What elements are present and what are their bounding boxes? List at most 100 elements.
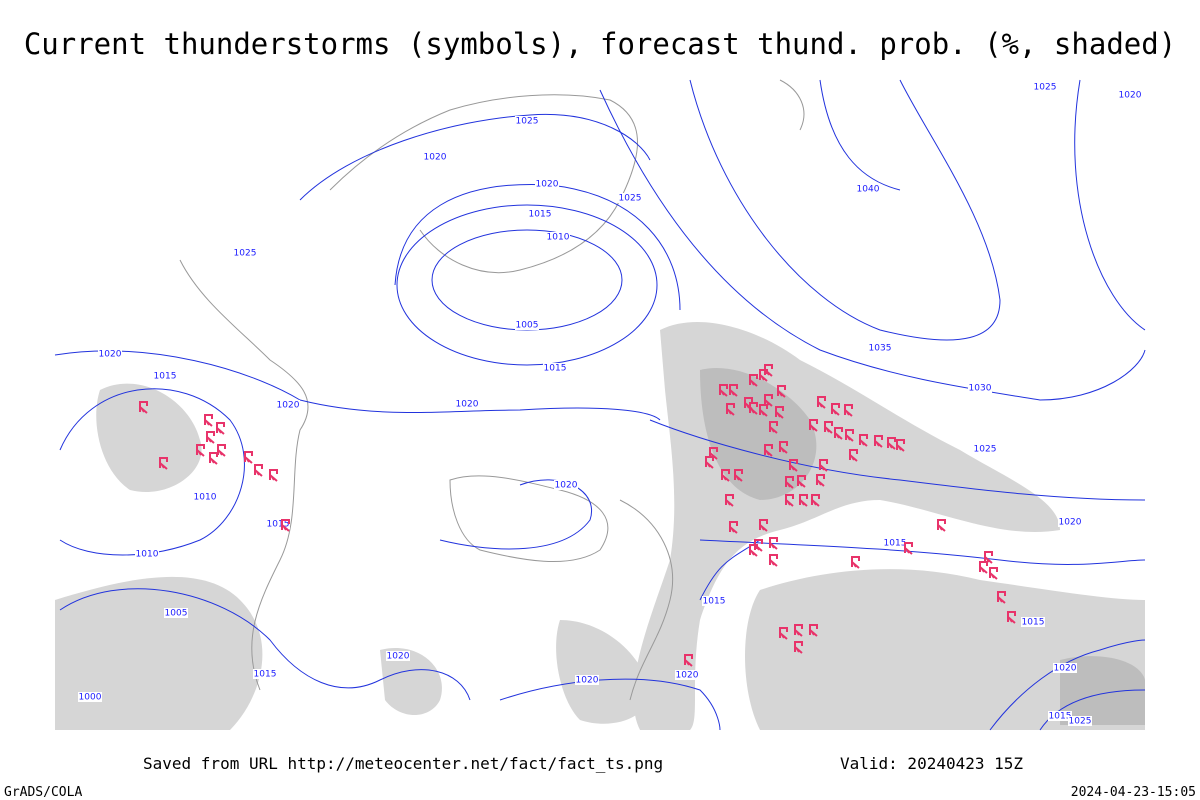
isobar <box>499 678 721 731</box>
shade-area <box>55 576 263 730</box>
thunderstorm-symbol <box>749 374 758 387</box>
isobar-label: 1015 <box>267 520 290 530</box>
isobar <box>989 639 1146 731</box>
label-bg <box>883 538 907 548</box>
isobar-label: 1020 <box>387 652 410 662</box>
thunderstorm-symbol <box>779 441 788 454</box>
isobar <box>649 419 1146 501</box>
isobar-label: 1020 <box>576 676 599 686</box>
label-bg <box>856 184 880 194</box>
isobar-label: 1035 <box>869 344 892 354</box>
thunderstorm-symbol <box>159 457 168 470</box>
label-bg <box>98 349 122 359</box>
shade-area <box>96 383 202 492</box>
isobar-label: 1025 <box>1069 717 1092 727</box>
url-note: Saved from URL http://meteocenter.net/fa… <box>143 754 663 773</box>
isobar-label: 1015 <box>254 670 277 680</box>
thunderstorm-symbol <box>851 556 860 569</box>
isobar-label: 1020 <box>676 671 699 681</box>
label-bg <box>423 152 447 162</box>
thunderstorm-symbol <box>834 427 843 440</box>
thunderstorm-symbol <box>779 627 788 640</box>
map-area: 1025102010201015101010051015102510401035… <box>54 72 1146 731</box>
isobar-label: 1030 <box>969 384 992 394</box>
thunderstorm-symbol <box>989 567 998 580</box>
isobar-label: 1020 <box>1119 91 1142 101</box>
isobar-label: 1020 <box>424 153 447 163</box>
label-bg <box>1021 617 1045 627</box>
isobar <box>699 539 1146 565</box>
shade-area <box>700 368 817 500</box>
thunderstorm-symbol <box>734 469 743 482</box>
thunderstorm-symbol <box>824 421 833 434</box>
isobar-label: 1015 <box>703 597 726 607</box>
label-bg <box>386 651 410 661</box>
label-bg <box>973 444 997 454</box>
label-bg <box>253 669 277 679</box>
isobar-label: 1025 <box>234 249 257 259</box>
thunderstorm-symbol <box>937 519 946 532</box>
thunderstorm-symbol <box>769 537 778 550</box>
label-bg <box>515 320 539 330</box>
coastline <box>619 499 674 701</box>
thunderstorm-symbol <box>816 474 825 487</box>
thunderstorm-symbol <box>139 401 148 414</box>
thunderstorm-symbol <box>984 551 993 564</box>
thunderstorm-symbol <box>844 404 853 417</box>
isobar-label: 1020 <box>536 180 559 190</box>
thunderstorm-symbol <box>217 444 226 457</box>
label-bg <box>546 232 570 242</box>
label-bg <box>233 248 257 258</box>
thunderstorm-symbol <box>831 403 840 416</box>
thunderstorm-symbol <box>705 456 714 469</box>
isobar-label: 1025 <box>974 445 997 455</box>
thunderstorm-symbol <box>896 439 905 452</box>
thunderstorm-symbol <box>845 429 854 442</box>
label-bg <box>528 209 552 219</box>
thunderstorm-symbol <box>725 494 734 507</box>
thunderstorm-symbol <box>785 476 794 489</box>
label-bg <box>276 400 300 410</box>
thunderstorm-symbol <box>281 519 290 532</box>
thunderstorm-symbol <box>754 539 763 552</box>
label-bg <box>164 608 188 618</box>
isobar-label: 1025 <box>516 117 539 127</box>
label-bg <box>968 383 992 393</box>
label-bg <box>135 549 159 559</box>
isobar <box>689 79 1001 341</box>
thunderstorm-symbol <box>721 469 730 482</box>
thunderstorm-symbol <box>789 459 798 472</box>
isobar-label: 1015 <box>154 372 177 382</box>
coastlines <box>179 79 805 701</box>
thunderstorm-symbol <box>819 459 828 472</box>
isobar-label: 1015 <box>529 210 552 220</box>
thunderstorm-symbol <box>269 469 278 482</box>
thunderstorm-symbol <box>775 406 784 419</box>
thunderstorm-symbol <box>719 384 728 397</box>
thunderstorm-symbol <box>204 414 213 427</box>
thunderstorm-symbol <box>809 624 818 637</box>
label-bg <box>543 363 567 373</box>
thunderstorm-symbol <box>749 402 758 415</box>
thunderstorm-symbol <box>809 419 818 432</box>
isobar <box>59 588 471 701</box>
isobar-label: 1015 <box>884 539 907 549</box>
coastline <box>179 259 309 691</box>
isobar-label: 1020 <box>99 350 122 360</box>
thunderstorm-symbol <box>794 641 803 654</box>
thunderstorm-symbol <box>244 451 253 464</box>
isobar-label: 1005 <box>165 609 188 619</box>
thunderstorm-symbol <box>1007 611 1016 624</box>
thunderstorm-symbol <box>729 521 738 534</box>
label-bg <box>868 343 892 353</box>
label-bg <box>702 596 726 606</box>
thunderstorm-symbol <box>769 421 778 434</box>
isobar <box>599 89 1146 401</box>
isobar-label: 1025 <box>619 194 642 204</box>
thunderstorm-symbol <box>684 654 693 667</box>
thunderstorm-symbol <box>797 475 806 488</box>
thunderstorm-symbol <box>777 385 786 398</box>
isobar <box>54 350 661 421</box>
thunderstorm-symbol <box>874 435 883 448</box>
